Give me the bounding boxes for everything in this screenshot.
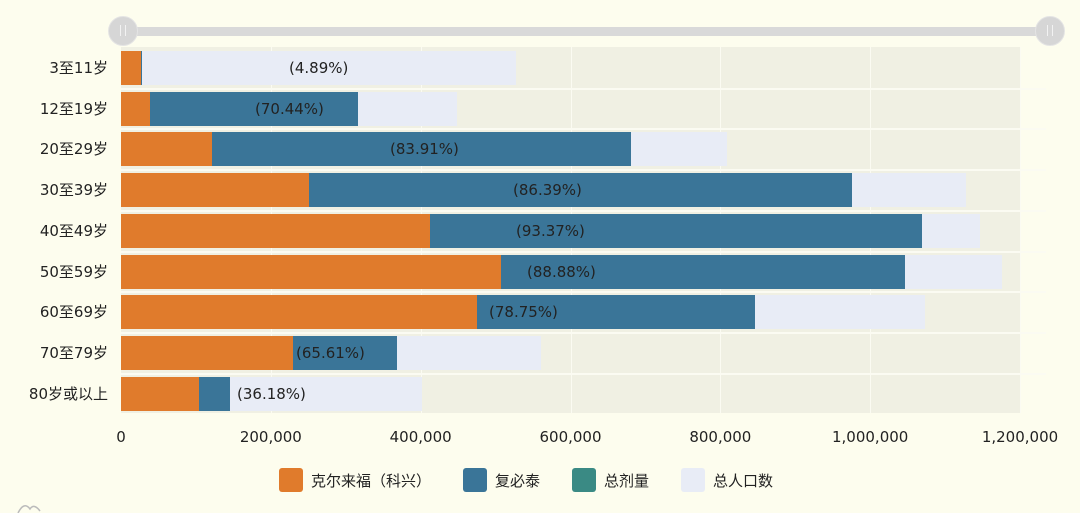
gridline [1020,47,1021,413]
y-axis-label: 30至39岁 [39,181,108,200]
bar-comirnaty[interactable] [293,335,397,370]
bar-coronavac[interactable] [121,132,212,167]
bar-percentage-label: (83.91%) [390,140,459,159]
y-axis-label: 12至19岁 [39,99,108,118]
bar-coronavac[interactable] [121,213,430,248]
x-axis-tick: 1,000,000 [831,428,909,446]
bar-comirnaty[interactable] [477,295,755,330]
row-divider [121,372,1046,375]
bar-percentage-label: (4.89%) [289,59,349,77]
legend-swatch-icon [463,468,488,492]
bar-percentage-label: (93.37%) [516,221,585,240]
watermark-logo-icon [17,505,41,513]
bar-percentage-label: (86.39%) [513,181,582,200]
row-divider [121,291,1046,294]
bar-comirnaty[interactable] [141,51,142,85]
slider-start-handle[interactable] [108,16,138,46]
bar-row[interactable]: (88.88%) [121,254,1020,289]
legend-item[interactable]: 克尔来福（科兴） [279,468,431,492]
x-axis-tick: 1,200,000 [981,428,1059,446]
bar-percentage-label: (78.75%) [489,303,558,322]
row-divider [121,250,1046,253]
bar-row[interactable]: (86.39%) [121,173,1020,208]
bar-row[interactable]: (4.89%) [121,51,1020,85]
bar-comirnaty[interactable] [150,91,358,126]
bar-coronavac[interactable] [121,51,141,85]
row-divider [121,128,1046,131]
legend: 克尔来福（科兴） 复必泰 总剂量 总人口数 [279,468,805,492]
legend-label: 总剂量 [604,471,650,490]
bar-comirnaty[interactable] [430,213,922,248]
bar-comirnaty[interactable] [501,254,905,289]
bar-percentage-label: (36.18%) [237,384,306,403]
slider-track[interactable] [121,27,1052,36]
row-divider [121,169,1046,172]
y-axis-label: 80岁或以上 [28,384,108,403]
bar-row[interactable]: (65.61%) [121,335,1020,370]
row-divider [121,209,1046,212]
bar-comirnaty[interactable] [309,173,852,208]
legend-label: 克尔来福（科兴） [311,471,432,490]
bar-total-population[interactable] [121,51,516,85]
bar-row[interactable]: (83.91%) [121,132,1020,167]
bar-row[interactable]: (93.37%) [121,213,1020,248]
legend-item[interactable]: 总剂量 [572,468,649,492]
legend-label: 复必泰 [495,471,541,490]
bar-coronavac[interactable] [121,335,293,370]
y-axis-label: 60至69岁 [39,303,108,322]
bar-coronavac[interactable] [121,173,309,208]
bar-row[interactable]: (78.75%) [121,295,1020,330]
x-axis-tick: 200,000 [239,428,302,446]
y-axis-label: 20至29岁 [39,140,108,159]
bar-comirnaty[interactable] [199,376,230,411]
slider-end-handle[interactable] [1035,16,1065,46]
bar-row[interactable]: (70.44%) [121,91,1020,126]
x-axis-tick: 400,000 [389,428,452,446]
bar-coronavac[interactable] [121,254,501,289]
bar-percentage-label: (65.61%) [296,343,365,362]
legend-swatch-icon [279,468,303,492]
x-axis-tick: 600,000 [539,428,602,446]
bar-coronavac[interactable] [121,295,477,330]
legend-swatch-icon [572,468,597,492]
y-axis-label: 3至11岁 [49,59,108,77]
bar-coronavac[interactable] [121,91,150,126]
y-axis-label: 50至59岁 [39,262,108,281]
bar-percentage-label: (88.88%) [527,262,596,281]
legend-item[interactable]: 复必泰 [463,468,540,492]
x-axis-tick: 800,000 [689,428,752,446]
row-divider [121,87,1046,90]
data-zoom-slider[interactable] [108,16,1065,46]
legend-swatch-icon [681,468,706,492]
bar-row[interactable]: (36.18%) [121,376,1020,411]
plot-area: (4.89%) (70.44%) (83.91%) (86.39%) (93.37%) (… [121,47,1046,413]
x-axis-tick: 0 [116,428,126,446]
bar-comirnaty[interactable] [212,132,631,167]
bar-percentage-label: (70.44%) [255,99,324,118]
y-axis-label: 40至49岁 [39,221,108,240]
legend-label: 总人口数 [713,471,774,490]
row-divider [121,331,1046,334]
legend-item[interactable]: 总人口数 [681,468,773,492]
bar-coronavac[interactable] [121,376,199,411]
y-axis-label: 70至79岁 [39,343,108,362]
